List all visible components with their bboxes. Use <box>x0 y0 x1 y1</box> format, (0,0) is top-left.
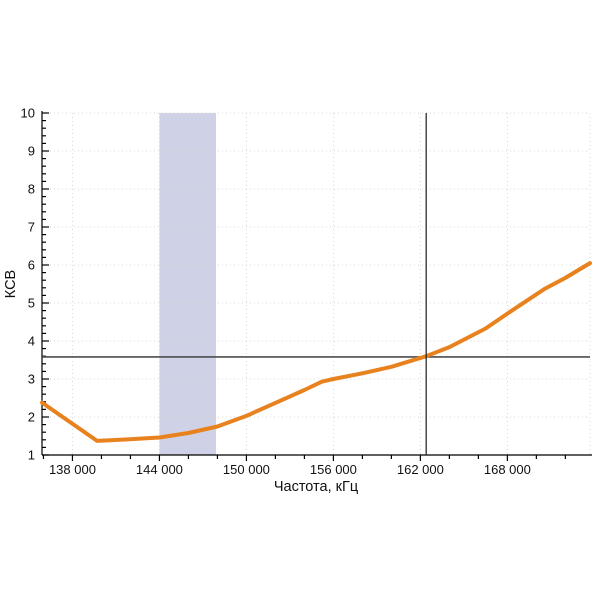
y-tick-label: 6 <box>28 258 35 273</box>
tick-label-layer: 138 000 144 000 150 000 156 000 162 000 168 0… <box>21 106 531 478</box>
gridline-layer <box>42 112 591 455</box>
x-tick-label: 144 000 <box>136 462 183 477</box>
y-tick-label: 2 <box>28 410 35 425</box>
y-axis-title: КСВ <box>3 270 19 298</box>
curve-layer <box>40 261 592 443</box>
y-tick-label: 10 <box>21 106 35 121</box>
swr-curve <box>40 261 592 443</box>
y-tick-label: 1 <box>28 448 35 463</box>
x-tick-label: 156 000 <box>310 462 357 477</box>
axes-layer <box>41 111 592 461</box>
x-tick-label: 138 000 <box>49 462 96 477</box>
x-tick-label: 162 000 <box>397 462 444 477</box>
x-tick-label: 150 000 <box>223 462 270 477</box>
y-tick-label: 5 <box>28 296 35 311</box>
y-tick-label: 9 <box>28 144 35 159</box>
y-tick-label: 3 <box>28 372 35 387</box>
y-tick-label: 7 <box>28 220 35 235</box>
x-tick-label: 168 000 <box>484 462 531 477</box>
x-axis-title: Частота, кГц <box>274 479 358 495</box>
highlight-band-layer <box>159 113 216 455</box>
y-tick-label: 8 <box>28 182 35 197</box>
y-tick-label: 4 <box>28 334 35 349</box>
highlight-band <box>159 113 216 455</box>
